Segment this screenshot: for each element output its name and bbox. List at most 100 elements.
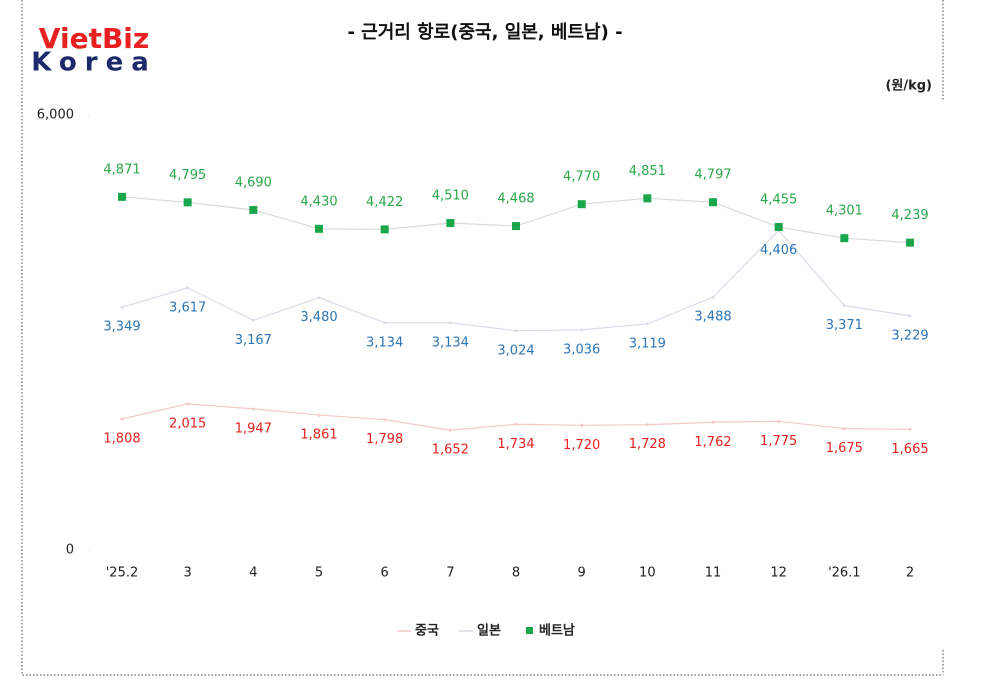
point-marker (118, 192, 126, 201)
point (645, 322, 649, 326)
point (448, 428, 452, 432)
point (383, 418, 387, 422)
y-tick-label: 6,000 (37, 108, 74, 123)
x-tick-label: 10 (639, 566, 656, 581)
point-marker (840, 234, 849, 243)
data-label: 4,795 (169, 168, 206, 183)
data-label: 3,134 (432, 335, 469, 350)
logo-bottom: Korea (31, 48, 157, 78)
point (120, 305, 124, 309)
point (908, 314, 912, 318)
point-marker (906, 238, 914, 247)
data-label: 1,665 (891, 442, 928, 457)
data-label: 1,775 (760, 434, 797, 449)
point (711, 295, 715, 299)
x-tick-label: 11 (705, 566, 722, 581)
x-tick-label: 4 (249, 566, 257, 581)
point (645, 423, 649, 427)
data-label: 4,239 (891, 208, 928, 223)
data-label: 2,015 (169, 416, 206, 431)
x-tick-label: 5 (315, 566, 323, 581)
data-label: 4,851 (629, 164, 666, 179)
data-label: 1,720 (563, 438, 600, 453)
point-marker (446, 219, 455, 228)
data-label: 3,134 (366, 335, 403, 350)
data-label: 3,488 (694, 310, 731, 325)
data-label: 3,617 (169, 300, 206, 315)
data-label: 1,734 (497, 437, 534, 452)
point (317, 413, 321, 417)
data-label: 3,480 (300, 310, 337, 325)
data-label: 4,690 (235, 175, 272, 190)
legend-label: 중국 (415, 624, 439, 639)
point (383, 321, 387, 325)
data-label: 4,871 (103, 162, 140, 177)
point (120, 417, 124, 421)
x-tick-label: '26.1 (828, 566, 861, 581)
data-label: 1,798 (366, 432, 403, 447)
point (186, 286, 190, 290)
x-tick-label: 12 (770, 566, 787, 581)
point-marker (577, 200, 586, 209)
point-marker (315, 224, 323, 233)
data-label: 4,510 (432, 189, 469, 204)
point-marker (249, 205, 258, 214)
point (842, 427, 846, 431)
data-label: 4,406 (760, 243, 797, 258)
point (251, 407, 255, 411)
x-tick-label: 2 (906, 566, 914, 581)
point (777, 419, 781, 423)
point-marker (183, 198, 192, 207)
data-label: 3,036 (563, 342, 600, 357)
data-label: 1,652 (432, 443, 469, 458)
data-label: 3,024 (497, 343, 534, 358)
point-marker (380, 225, 389, 234)
data-label: 1,808 (103, 431, 140, 446)
x-tick-label: 8 (512, 566, 520, 581)
x-tick-label: 3 (184, 566, 192, 581)
unit-label: (원/kg) (885, 79, 932, 94)
data-label: 3,229 (891, 328, 928, 343)
data-label: 4,430 (300, 194, 337, 209)
data-label: 1,947 (235, 421, 272, 436)
point-marker (512, 222, 520, 231)
point (711, 420, 715, 424)
point-marker (774, 223, 783, 232)
data-label: 4,797 (694, 168, 731, 183)
x-tick-label: 9 (578, 566, 586, 581)
point-marker (643, 194, 652, 203)
legend-label: 베트남 (539, 623, 575, 639)
x-tick-label: 6 (381, 566, 389, 581)
x-tick-label: 7 (446, 566, 454, 581)
point (908, 427, 912, 431)
frame (21, 0, 944, 676)
point (317, 296, 321, 300)
point (186, 402, 190, 406)
point (251, 318, 255, 322)
data-label: 1,675 (826, 441, 863, 456)
data-label: 3,167 (235, 333, 272, 348)
data-label: 4,455 (760, 193, 797, 208)
data-label: 1,762 (694, 435, 731, 450)
logo-top: VietBiz (39, 22, 149, 55)
y-tick-label: 0 (66, 543, 74, 558)
data-label: 4,468 (497, 192, 534, 207)
data-label: 3,349 (103, 320, 140, 335)
data-label: 4,301 (826, 204, 863, 219)
x-tick-label: '25.2 (106, 566, 139, 581)
data-label: 1,861 (300, 428, 337, 443)
data-label: 3,119 (629, 336, 666, 351)
data-label: 1,728 (629, 437, 666, 452)
point (842, 304, 846, 308)
point (448, 321, 452, 325)
legend-marker (526, 627, 533, 634)
legend-label: 일본 (477, 624, 501, 639)
point-marker (709, 198, 717, 207)
data-label: 3,371 (826, 318, 863, 333)
point (514, 329, 518, 333)
chart-title: - 근거리 항로(중국, 일본, 베트남) - (347, 22, 622, 43)
data-label: 4,770 (563, 170, 600, 185)
data-label: 4,422 (366, 195, 403, 210)
point (580, 423, 584, 427)
